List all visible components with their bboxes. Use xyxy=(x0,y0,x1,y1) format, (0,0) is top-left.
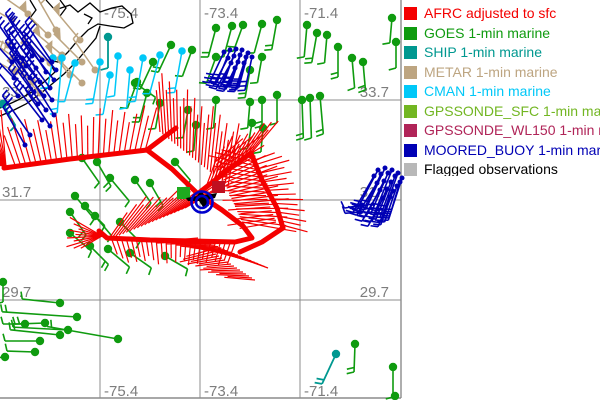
layer-moored-buoy-east xyxy=(340,165,405,228)
legend-swatch-icon xyxy=(404,46,417,59)
storm-center-ring xyxy=(190,190,214,214)
axis-label: -71.4 xyxy=(304,383,338,400)
axis-label: 29.7 xyxy=(2,284,31,301)
layer-moored-buoy-west xyxy=(0,7,59,148)
legend-swatch-icon xyxy=(404,85,417,98)
axis-label: -73.4 xyxy=(204,383,238,400)
legend-label: AFRC adjusted to sfc xyxy=(424,7,557,21)
coastline xyxy=(0,0,134,117)
legend-item: CMAN 1-min marine xyxy=(404,83,600,99)
axis-label: -73.4 xyxy=(204,5,238,22)
legend-swatch-icon xyxy=(404,124,417,137)
axis-label: -71.4 xyxy=(304,5,338,22)
layer-afrc-adjusted-to-sfc xyxy=(0,73,308,281)
legend: AFRC adjusted to sfc GOES 1-min marine SHI… xyxy=(404,7,600,176)
legend-swatch-icon xyxy=(404,163,417,176)
legend-item: AFRC adjusted to sfc xyxy=(404,7,600,20)
legend-label: GPSSONDE_SFC 1-min marine xyxy=(424,102,600,119)
legend-swatch-icon xyxy=(404,143,417,157)
legend-swatch-icon xyxy=(404,65,417,79)
legend-label: GOES 1-min marine xyxy=(424,24,551,41)
legend-label: GPSSONDE_WL150 1-min marine xyxy=(424,122,600,138)
storm-center-ring xyxy=(194,194,210,210)
legend-label: CMAN 1-min marine xyxy=(424,83,551,99)
legend-item: METAR 1-min marine xyxy=(404,63,600,80)
legend-label: Flagged observations xyxy=(424,161,558,176)
layer-cman-1min-marine xyxy=(40,47,186,116)
legend-item: MOORED_BUOY 1-min marine xyxy=(404,141,600,158)
layer-gpssonde-markers xyxy=(177,181,225,199)
legend-item: GOES 1-min marine xyxy=(404,24,600,41)
axis-label: -75.4 xyxy=(104,383,138,400)
axis-label: 31.7 xyxy=(2,184,31,201)
gpssonde-sfc-marker xyxy=(177,187,190,199)
legend-item: GPSSONDE_SFC 1-min marine xyxy=(404,102,600,119)
legend-swatch-icon xyxy=(404,7,417,20)
legend-item: SHIP 1-min marine xyxy=(404,44,600,60)
legend-item: GPSSONDE_WL150 1-min marine xyxy=(404,122,600,138)
layer-storm-center-symbol xyxy=(186,190,217,214)
legend-swatch-icon xyxy=(404,104,417,118)
axis-label: -75.4 xyxy=(104,5,138,22)
legend-label: SHIP 1-min marine xyxy=(424,44,543,60)
axis-label: 29.7 xyxy=(360,284,389,301)
legend-item: Flagged observations xyxy=(404,161,600,176)
legend-swatch-icon xyxy=(404,26,417,40)
axis-label: 33.7 xyxy=(360,84,389,101)
gpssonde-wl150-marker xyxy=(212,181,225,193)
layer-moored-buoy-north xyxy=(202,46,255,93)
legend-label: METAR 1-min marine xyxy=(424,63,558,80)
legend-label: MOORED_BUOY 1-min marine xyxy=(424,141,600,158)
